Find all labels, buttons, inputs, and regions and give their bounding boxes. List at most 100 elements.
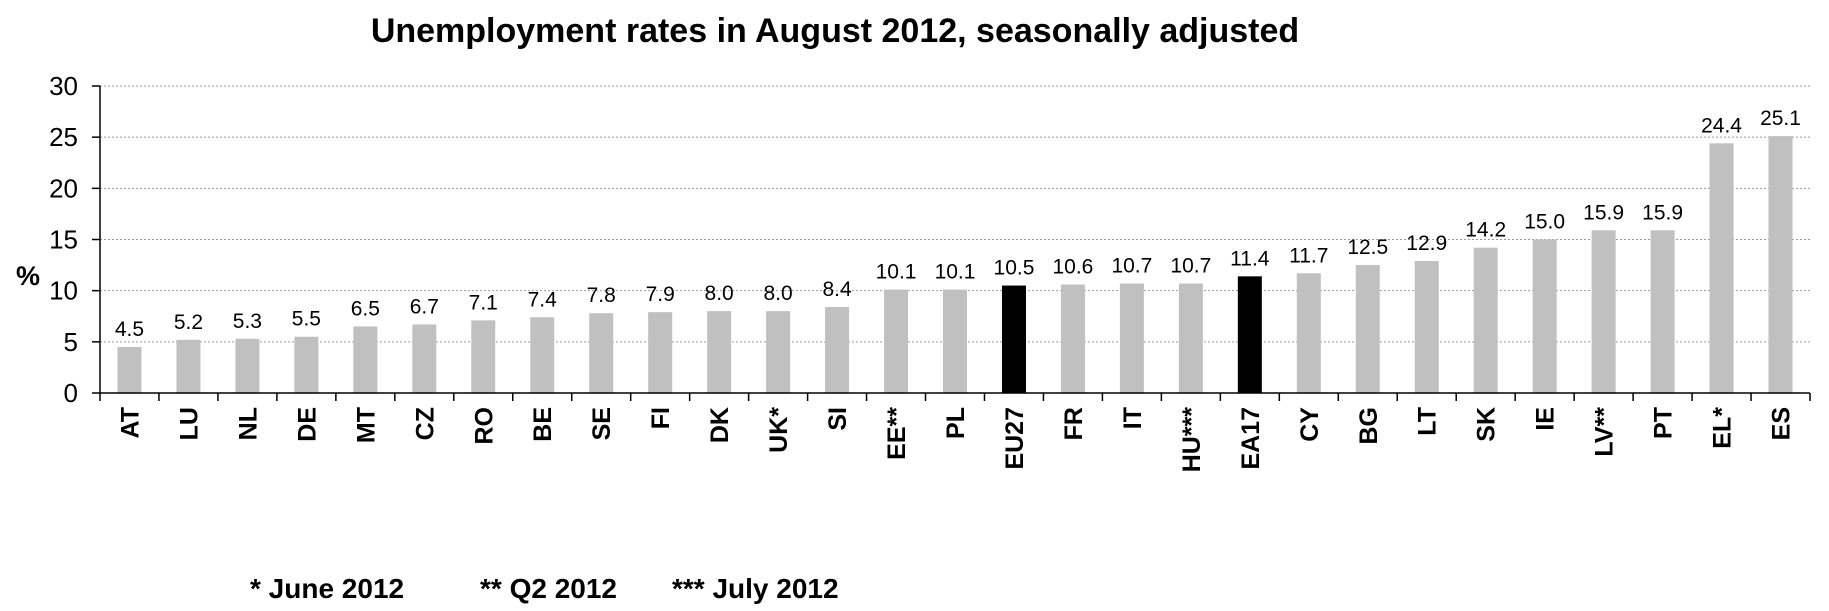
value-label: 10.6 xyxy=(1052,256,1093,279)
value-label: 12.9 xyxy=(1406,232,1447,255)
x-tick-label: LT xyxy=(1414,407,1442,436)
x-tick-label: RO xyxy=(470,407,498,445)
x-tick-label: PT xyxy=(1650,407,1678,439)
value-label: 14.2 xyxy=(1465,219,1506,242)
bar-es xyxy=(1768,136,1793,394)
bar-be xyxy=(530,317,555,393)
x-axis-ticks: AT LU NL DE MT CZ RO BE SE FI DK UK* SI EE** PL EU27 FR I… xyxy=(99,393,1811,473)
value-label: 10.7 xyxy=(1111,255,1152,278)
x-tick-label: CY xyxy=(1296,407,1324,442)
bar-hu xyxy=(1178,283,1203,393)
bar-it xyxy=(1119,283,1144,393)
x-tick-label: IT xyxy=(1119,407,1147,429)
x-tick-label: FI xyxy=(647,407,675,429)
value-label: 10.7 xyxy=(1170,255,1211,278)
bar-sk xyxy=(1473,247,1498,393)
y-axis-ticks: 0 5 10 15 20 25 30 xyxy=(49,71,100,408)
value-label: 4.5 xyxy=(115,318,144,341)
bar-bg xyxy=(1355,265,1380,393)
bar-at xyxy=(117,346,142,393)
chart-title: Unemployment rates in August 2012, seaso… xyxy=(371,12,1299,50)
footnotes: * June 2012 ** Q2 2012 *** July 2012 xyxy=(250,573,839,604)
bar-cz xyxy=(412,324,437,393)
footnote-q2: ** Q2 2012 xyxy=(480,573,617,604)
x-tick-label: LU xyxy=(175,407,203,440)
x-tick-label: NL xyxy=(234,407,262,440)
y-tick-label: 10 xyxy=(49,276,78,306)
bar-se xyxy=(589,313,614,393)
value-label: 5.2 xyxy=(174,311,203,334)
bar-dk xyxy=(707,311,732,393)
bar-cy xyxy=(1296,273,1321,393)
bar-ee xyxy=(884,289,909,393)
x-tick-label: EA17 xyxy=(1237,407,1265,470)
value-label: 24.4 xyxy=(1701,114,1742,137)
bars xyxy=(117,136,1793,394)
x-tick-label: PL xyxy=(942,407,970,439)
value-label: 7.9 xyxy=(646,283,675,306)
bar-de xyxy=(294,336,319,393)
x-tick-label: DK xyxy=(706,407,734,443)
value-label: 7.1 xyxy=(469,291,498,314)
value-label: 8.0 xyxy=(764,282,793,305)
x-tick-label: EE** xyxy=(883,407,911,460)
value-label: 11.4 xyxy=(1230,247,1270,270)
x-tick-label: IE xyxy=(1532,407,1560,431)
value-labels: 4.5 5.2 5.3 5.5 6.5 6.7 7.1 7.4 7.8 7.9 8.0 8.0 8.4 1… xyxy=(115,107,1801,341)
bar-lt xyxy=(1414,260,1439,393)
x-tick-label: BE xyxy=(529,407,557,442)
value-label: 12.5 xyxy=(1347,236,1388,259)
x-tick-label: HU*** xyxy=(1178,407,1206,473)
bar-el xyxy=(1709,143,1734,393)
x-tick-label: AT xyxy=(116,407,144,438)
x-tick-label: DE xyxy=(293,407,321,442)
y-axis-label: % xyxy=(16,261,40,291)
bar-si xyxy=(825,307,850,393)
x-tick-label: EL* xyxy=(1709,407,1737,449)
value-label: 10.5 xyxy=(994,257,1035,280)
bar-ie xyxy=(1532,239,1557,393)
value-label: 7.4 xyxy=(528,288,558,311)
bar-mt xyxy=(353,326,378,393)
axes xyxy=(99,86,1810,394)
value-label: 15.0 xyxy=(1524,211,1565,234)
value-label: 8.0 xyxy=(705,282,734,305)
y-tick-label: 0 xyxy=(64,378,78,408)
y-tick-label: 20 xyxy=(49,173,78,203)
x-tick-label: CZ xyxy=(411,407,439,440)
y-tick-label: 30 xyxy=(49,71,78,101)
bar-pl xyxy=(943,289,967,393)
bar-fi xyxy=(648,312,673,393)
value-label: 5.5 xyxy=(292,308,321,331)
bar-ea17 xyxy=(1237,276,1262,393)
value-label: 10.1 xyxy=(876,261,917,284)
bar-lu xyxy=(176,339,201,393)
footnote-june: * June 2012 xyxy=(250,573,404,604)
value-label: 15.9 xyxy=(1583,201,1624,224)
gridlines xyxy=(100,85,1810,343)
value-label: 15.9 xyxy=(1642,201,1683,224)
value-label: 6.7 xyxy=(410,295,439,318)
x-tick-label: BG xyxy=(1355,407,1383,445)
value-label: 8.4 xyxy=(822,278,852,301)
value-label: 10.1 xyxy=(935,261,976,284)
x-tick-label: UK* xyxy=(765,407,793,453)
x-tick-label: FR xyxy=(1060,407,1088,440)
value-label: 7.8 xyxy=(587,284,616,307)
value-label: 5.3 xyxy=(233,310,262,333)
value-label: 25.1 xyxy=(1760,107,1801,130)
value-label: 11.7 xyxy=(1289,244,1328,267)
x-tick-label: MT xyxy=(352,407,380,443)
y-tick-label: 25 xyxy=(49,122,78,152)
bar-pt xyxy=(1650,230,1675,393)
x-tick-label: ES xyxy=(1768,407,1796,440)
x-tick-label: SE xyxy=(588,407,616,440)
x-tick-label: EU27 xyxy=(1001,407,1029,470)
bar-nl xyxy=(235,338,260,393)
x-tick-label: SI xyxy=(824,407,852,431)
bar-ro xyxy=(471,320,496,393)
y-tick-label: 5 xyxy=(64,327,78,357)
bar-eu27 xyxy=(1001,285,1026,393)
bar-uk xyxy=(766,311,791,393)
